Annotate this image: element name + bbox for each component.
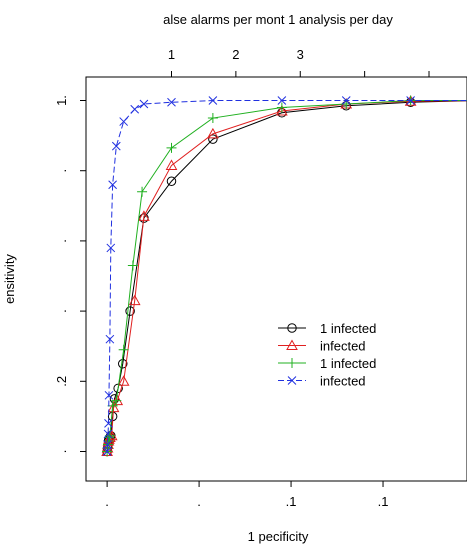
data-point — [137, 186, 148, 197]
data-point — [139, 99, 149, 109]
legend-swatch-marker — [287, 376, 297, 385]
y-tick-label: 1. — [54, 95, 69, 106]
legend-swatch-marker — [287, 323, 297, 333]
legend-item: infected — [278, 339, 366, 354]
top-tick-label: 2 — [232, 47, 239, 62]
data-point — [406, 96, 415, 105]
data-point — [208, 134, 218, 144]
data-point — [341, 96, 351, 105]
x-tick-label: .1 — [286, 494, 297, 509]
series-circle — [102, 97, 467, 457]
y-tick-label: . — [54, 450, 69, 454]
legend-label: 1 infected — [320, 321, 376, 336]
series-triangle — [101, 95, 467, 456]
x-tick-label: .1 — [378, 494, 389, 509]
data-point — [107, 400, 118, 411]
data-point — [103, 429, 113, 439]
data-point — [128, 294, 141, 306]
series-plus — [102, 95, 467, 457]
series-line — [106, 100, 467, 452]
plot-frame — [85, 76, 467, 482]
data-point — [113, 383, 123, 394]
data-point — [103, 440, 112, 449]
y-tick-label: . — [54, 309, 69, 313]
legend-item: 1 infected — [278, 356, 376, 371]
y-axis-label: ensitivity — [2, 254, 17, 304]
data-point — [103, 432, 114, 443]
legend-label: infected — [320, 374, 366, 389]
legend-label: 1 infected — [320, 356, 376, 371]
chart-title: alse alarms per mont 1 analysis per day — [163, 12, 393, 27]
data-point — [104, 419, 113, 428]
legend: 1 infected infected 1 infected infected — [278, 321, 376, 389]
data-point — [127, 260, 138, 271]
x-axis-label: 1 pecificity — [248, 529, 309, 544]
x-tick-label: . — [197, 494, 201, 509]
series-line — [106, 100, 467, 452]
series-line — [106, 100, 467, 452]
legend-swatch-marker — [287, 358, 297, 368]
series-x — [102, 96, 467, 456]
data-point — [277, 96, 287, 105]
series-layer — [101, 95, 467, 457]
series-line — [106, 100, 467, 452]
data-point — [276, 102, 287, 113]
y-tick-label: .2 — [54, 376, 69, 387]
data-point — [276, 105, 288, 116]
data-point — [166, 176, 177, 186]
x-tick-label: . — [105, 494, 109, 509]
data-point — [125, 306, 135, 316]
data-point — [130, 104, 140, 114]
data-point — [104, 390, 114, 400]
data-point — [105, 334, 115, 344]
data-point — [108, 180, 117, 190]
data-point — [111, 395, 122, 406]
data-point — [207, 127, 219, 139]
y-tick-label: . — [54, 169, 69, 173]
legend-item: 1 infected — [278, 321, 376, 336]
axis-ticks: ...1.1.2123..2...1. — [54, 47, 430, 509]
top-tick-label: 3 — [297, 47, 304, 62]
data-point — [207, 113, 218, 124]
legend-label: infected — [320, 339, 366, 354]
y-tick-label: . — [54, 239, 69, 243]
legend-swatch-marker — [286, 339, 298, 350]
data-point — [119, 117, 129, 126]
data-point — [118, 344, 129, 355]
legend-item: infected — [278, 374, 366, 389]
data-point — [111, 141, 121, 151]
data-point — [166, 142, 177, 153]
data-point — [138, 210, 150, 221]
data-point — [117, 375, 130, 386]
data-point — [165, 159, 178, 170]
data-point — [102, 447, 112, 456]
data-point — [106, 243, 116, 253]
top-tick-label: 1 — [168, 47, 175, 62]
data-point — [107, 401, 120, 413]
data-point — [208, 96, 218, 105]
data-point — [167, 97, 176, 107]
